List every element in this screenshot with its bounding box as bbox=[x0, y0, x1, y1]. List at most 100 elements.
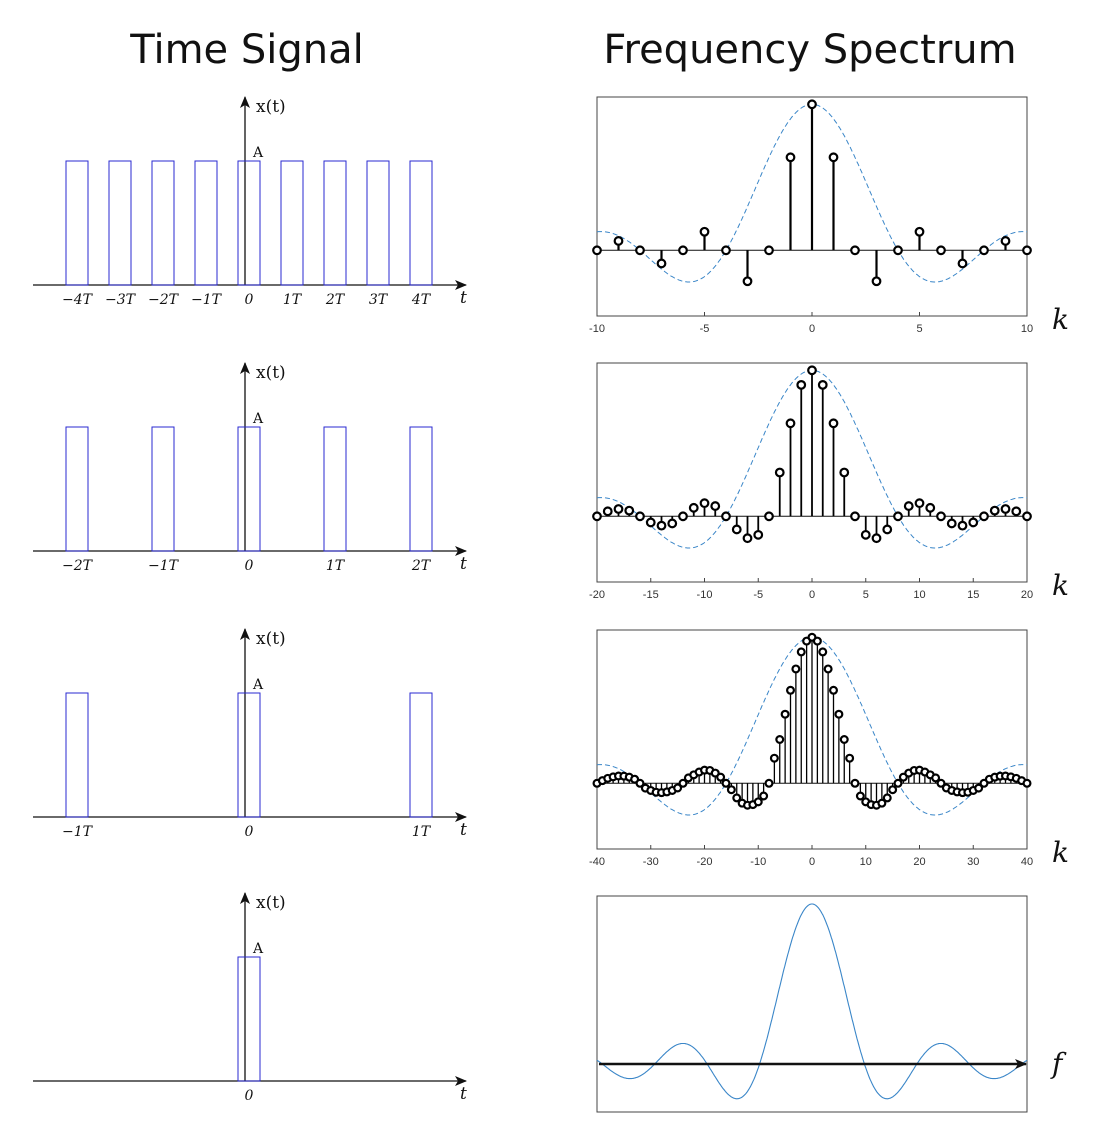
stem-marker bbox=[828, 418, 839, 429]
tick-label: 0 bbox=[245, 1088, 254, 1104]
stem-marker bbox=[936, 778, 946, 788]
x-tick-label: 30 bbox=[967, 856, 979, 868]
time-signal-title: Time Signal bbox=[129, 27, 363, 73]
x-axis-label: f bbox=[1050, 1047, 1067, 1080]
stem-marker bbox=[753, 529, 764, 540]
stem-marker bbox=[635, 778, 645, 788]
stem-marker bbox=[931, 773, 941, 783]
stem-marker bbox=[656, 258, 667, 269]
tick-label: 2T bbox=[325, 292, 346, 308]
stem-marker bbox=[936, 245, 946, 256]
x-tick-label: 10 bbox=[860, 856, 872, 868]
stem-marker bbox=[893, 778, 903, 788]
time-panel-3: x(t) At −1T 0 1T bbox=[33, 628, 467, 840]
amplitude-label: A bbox=[252, 145, 264, 161]
x-tick-label: 20 bbox=[1021, 589, 1033, 601]
x-tick-label: -10 bbox=[697, 589, 713, 601]
stem-marker bbox=[791, 664, 801, 674]
stem-marker bbox=[957, 520, 968, 531]
tick-label: −2T bbox=[148, 292, 180, 308]
x-tick-label: 15 bbox=[967, 589, 979, 601]
stem-marker bbox=[796, 380, 807, 390]
stem-marker bbox=[845, 753, 855, 763]
stem-marker bbox=[807, 365, 817, 376]
tick-label: 0 bbox=[245, 292, 254, 308]
stem-marker bbox=[613, 504, 624, 514]
stem-marker bbox=[721, 511, 731, 522]
stem-marker bbox=[834, 709, 844, 719]
stem-marker bbox=[914, 226, 925, 237]
stem-marker bbox=[635, 511, 645, 522]
stem-marker bbox=[839, 734, 849, 744]
x-tick-label: -10 bbox=[750, 856, 766, 868]
stem-marker bbox=[796, 647, 806, 657]
stem-marker bbox=[1022, 778, 1032, 788]
tick-label: 4T bbox=[411, 292, 432, 308]
pulse-1 bbox=[151, 426, 175, 552]
plot-frame bbox=[596, 895, 1028, 1113]
stem-marker bbox=[903, 501, 914, 511]
stem-marker bbox=[914, 498, 925, 509]
stem-marker bbox=[764, 778, 774, 788]
stem-marker bbox=[759, 791, 769, 801]
stem-marker bbox=[850, 778, 860, 788]
stem-marker bbox=[678, 778, 688, 788]
tick-label: −3T bbox=[105, 292, 137, 308]
stem-marker bbox=[957, 258, 968, 269]
stem-marker bbox=[613, 236, 624, 246]
stem-marker bbox=[764, 511, 774, 522]
stem-marker bbox=[721, 778, 731, 788]
x-axis-label: k bbox=[1052, 836, 1069, 869]
stem-marker bbox=[812, 636, 822, 646]
stem-marker bbox=[974, 783, 984, 793]
stem-marker bbox=[1000, 236, 1011, 246]
stem-marker bbox=[624, 505, 635, 516]
stem-marker bbox=[645, 517, 656, 528]
stem-marker bbox=[860, 529, 871, 540]
stem-marker bbox=[699, 498, 710, 509]
stem-marker bbox=[936, 511, 946, 522]
y-axis-label: x(t) bbox=[256, 97, 286, 117]
stem-marker bbox=[850, 245, 860, 256]
pulse-7 bbox=[366, 160, 390, 286]
tick-label: 1T bbox=[283, 292, 303, 308]
stem-marker bbox=[764, 245, 774, 256]
pulse-5 bbox=[280, 160, 304, 286]
frequency-spectrum-panels: -10 -5 0 5 10 k-20 -15 -10 -5 0 5 10 15 20 k-40 -30 -20-… bbox=[589, 96, 1069, 1113]
stem-marker bbox=[785, 685, 795, 695]
stem-marker bbox=[979, 245, 989, 256]
stem-marker bbox=[785, 152, 796, 163]
pulse-0 bbox=[65, 426, 89, 552]
t-axis-label: t bbox=[460, 1084, 467, 1104]
tick-label: −1T bbox=[191, 292, 223, 308]
spectrum-panel-1: -10 -5 0 5 10 k bbox=[589, 96, 1069, 336]
stem-marker bbox=[602, 506, 613, 517]
amplitude-label: A bbox=[252, 411, 264, 427]
stem-marker bbox=[710, 501, 721, 511]
x-tick-label: 0 bbox=[809, 856, 815, 868]
stem-marker bbox=[850, 511, 860, 522]
tick-label: −1T bbox=[148, 558, 180, 574]
time-panel-4: x(t) At 0 bbox=[33, 892, 467, 1104]
stem-marker bbox=[828, 685, 838, 695]
time-panel-1: x(t) At −4T −3T −2T −1T 0 1T 2T 3T 4T bbox=[33, 96, 467, 308]
stem-marker bbox=[742, 276, 753, 287]
pulse-2 bbox=[409, 692, 433, 818]
stem-marker bbox=[721, 245, 731, 256]
x-tick-label: -30 bbox=[643, 856, 659, 868]
tick-label: −1T bbox=[62, 824, 94, 840]
x-tick-label: -5 bbox=[700, 323, 710, 335]
x-tick-label: -10 bbox=[589, 323, 605, 335]
stem-marker bbox=[823, 664, 833, 674]
pulse-2 bbox=[151, 160, 175, 286]
t-axis-label: t bbox=[460, 820, 467, 840]
stem-marker bbox=[877, 798, 887, 808]
spectrum-panel-2: -20 -15 -10 -5 0 5 10 15 20 k bbox=[589, 362, 1069, 602]
stem-marker bbox=[774, 467, 785, 478]
stem-marker bbox=[753, 797, 763, 807]
tick-label: 1T bbox=[326, 558, 346, 574]
stem-marker bbox=[699, 226, 710, 237]
x-tick-label: -15 bbox=[643, 589, 659, 601]
stem-marker bbox=[667, 518, 678, 529]
